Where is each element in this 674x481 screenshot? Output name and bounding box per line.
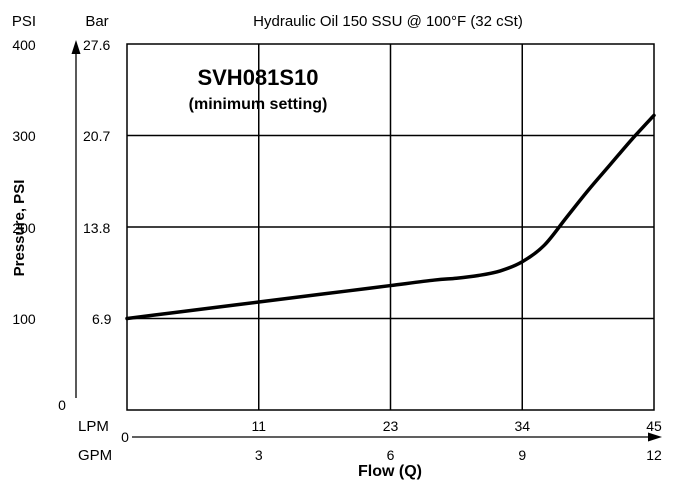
series-layer <box>125 113 656 321</box>
y-axis-arrow <box>71 40 81 54</box>
bar-tick-27-6: 27.6 <box>83 37 110 53</box>
psi-tick-400: 400 <box>12 37 36 53</box>
x-axis-arrow <box>648 432 662 442</box>
lpm-tick-45: 45 <box>646 418 662 434</box>
bar-tick-20-7: 20.7 <box>83 128 110 144</box>
grid <box>127 44 654 410</box>
gpm-tick-0: 0 <box>121 429 129 445</box>
lpm-tick-34: 34 <box>514 418 530 434</box>
lpm-tick-23: 23 <box>383 418 399 434</box>
psi-tick-300: 300 <box>12 128 36 144</box>
series-line-0 <box>125 113 656 321</box>
gpm-tick-6: 6 <box>387 447 395 463</box>
bar-tick-13-8: 13.8 <box>83 220 110 236</box>
setting-label: (minimum setting) <box>189 96 328 113</box>
x-axis-title: Flow (Q) <box>358 463 422 480</box>
psi-tick-0: 0 <box>58 397 66 413</box>
lpm-tick-11: 11 <box>251 418 266 434</box>
chart-title: Hydraulic Oil 150 SSU @ 100°F (32 cSt) <box>253 13 523 30</box>
gpm-unit-label: GPM <box>78 447 112 464</box>
lpm-unit-label: LPM <box>78 418 109 435</box>
psi-tick-100: 100 <box>12 311 36 327</box>
bar-tick-6-9: 6.9 <box>92 311 112 327</box>
gpm-tick-12: 12 <box>646 447 662 463</box>
gpm-tick-3: 3 <box>255 447 263 463</box>
model-label: SVH081S10 <box>197 65 318 90</box>
bar-unit-label: Bar <box>85 13 108 30</box>
psi-tick-200: 200 <box>12 220 36 236</box>
y-axis-title: Pressure, PSI <box>11 180 28 277</box>
gpm-tick-9: 9 <box>518 447 526 463</box>
psi-unit-label: PSI <box>12 13 36 30</box>
